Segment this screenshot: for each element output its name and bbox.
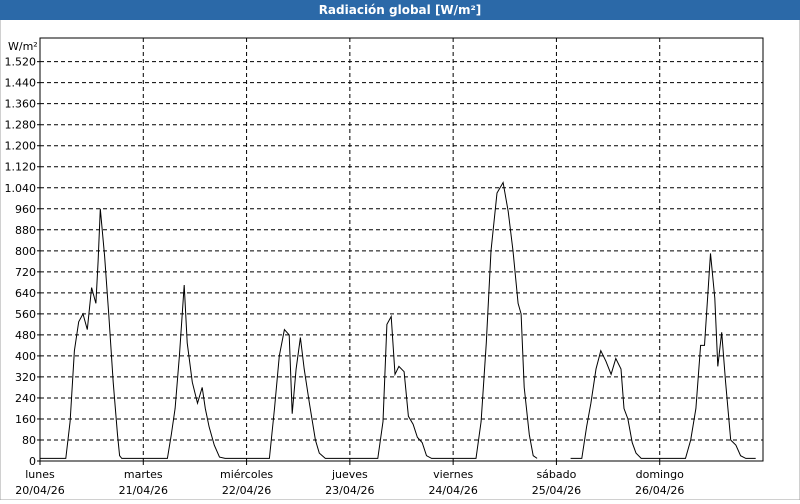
x-tick-label: viernes — [433, 468, 473, 481]
x-tick-date: 21/04/26 — [119, 484, 168, 497]
x-tick-date: 26/04/26 — [635, 484, 684, 497]
y-tick-label: 1.280 — [5, 119, 37, 132]
x-tick-date: 24/04/26 — [428, 484, 477, 497]
x-tick-label: miércoles — [220, 468, 273, 481]
chart-title: Radiación global [W/m²] — [319, 3, 482, 17]
y-tick-label: 1.520 — [5, 56, 37, 69]
x-tick-date: 22/04/26 — [222, 484, 271, 497]
x-tick-date: 20/04/26 — [15, 484, 64, 497]
title-bar — [0, 0, 800, 20]
y-tick-label: 320 — [15, 371, 36, 384]
y-tick-label: 0 — [29, 455, 36, 468]
y-tick-label: 1.360 — [5, 98, 37, 111]
y-tick-label: 960 — [15, 203, 36, 216]
x-tick-label: jueves — [331, 468, 368, 481]
y-tick-label: 1.200 — [5, 140, 37, 153]
y-tick-label: 1.440 — [5, 77, 37, 90]
x-tick-label: martes — [124, 468, 163, 481]
x-tick-date: 23/04/26 — [325, 484, 374, 497]
y-unit: W/m² — [8, 40, 38, 53]
y-tick-label: 160 — [15, 413, 36, 426]
y-tick-label: 800 — [15, 245, 36, 258]
y-tick-label: 240 — [15, 392, 36, 405]
y-tick-label: 480 — [15, 329, 36, 342]
y-tick-label: 400 — [15, 350, 36, 363]
x-tick-label: domingo — [636, 468, 684, 481]
y-tick-label: 1.120 — [5, 161, 37, 174]
y-tick-label: 560 — [15, 308, 36, 321]
x-tick-label: sábado — [536, 468, 576, 481]
y-tick-label: 80 — [22, 434, 36, 447]
y-tick-label: 1.040 — [5, 182, 37, 195]
y-tick-label: 880 — [15, 224, 36, 237]
x-tick-label: lunes — [25, 468, 55, 481]
x-tick-date: 25/04/26 — [532, 484, 581, 497]
plot-border — [39, 37, 764, 462]
y-tick-label: 640 — [15, 287, 36, 300]
data-line — [40, 181, 756, 459]
y-tick-label: 720 — [15, 266, 36, 279]
